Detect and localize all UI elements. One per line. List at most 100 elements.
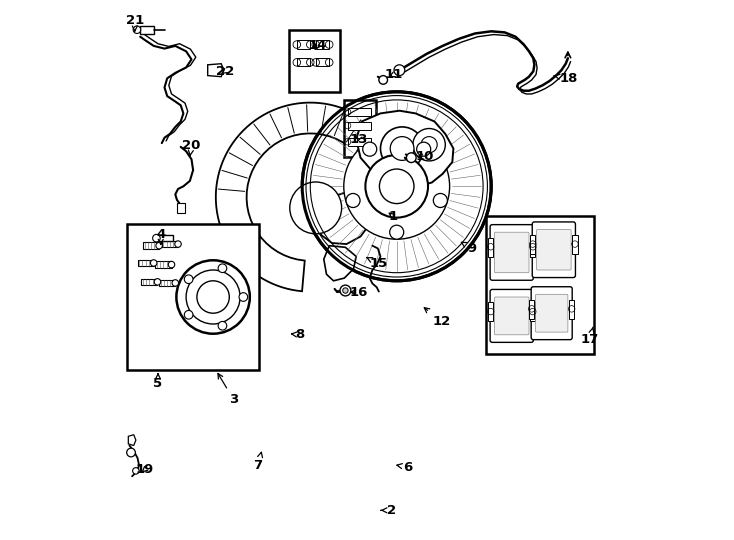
Circle shape <box>413 129 446 161</box>
Circle shape <box>184 310 193 319</box>
Bar <box>297 40 310 49</box>
FancyBboxPatch shape <box>495 232 529 273</box>
Bar <box>141 279 158 285</box>
Bar <box>486 216 594 354</box>
Polygon shape <box>216 103 401 291</box>
Polygon shape <box>128 435 136 446</box>
Bar <box>348 108 371 116</box>
Bar <box>127 224 259 370</box>
FancyBboxPatch shape <box>531 287 573 340</box>
Circle shape <box>379 76 388 84</box>
Text: 9: 9 <box>462 242 477 255</box>
Circle shape <box>363 142 377 156</box>
Bar <box>316 40 330 49</box>
Circle shape <box>390 137 414 160</box>
Circle shape <box>421 137 437 153</box>
Circle shape <box>346 193 360 207</box>
Bar <box>156 235 172 241</box>
Circle shape <box>176 260 250 334</box>
Text: 13: 13 <box>349 133 368 146</box>
FancyBboxPatch shape <box>490 289 534 342</box>
Circle shape <box>366 155 428 218</box>
Bar <box>530 235 536 254</box>
Bar <box>569 300 575 319</box>
Polygon shape <box>356 111 454 186</box>
Text: 10: 10 <box>415 150 434 163</box>
Text: 2: 2 <box>381 504 396 517</box>
Bar <box>344 100 376 157</box>
Circle shape <box>127 448 135 457</box>
Circle shape <box>184 275 193 284</box>
Bar <box>488 238 493 256</box>
Bar <box>297 58 310 66</box>
Circle shape <box>344 133 450 239</box>
Circle shape <box>153 234 160 242</box>
Text: 7: 7 <box>253 453 263 472</box>
Text: 5: 5 <box>153 374 163 390</box>
Polygon shape <box>208 64 224 77</box>
Bar <box>177 202 185 213</box>
Text: 15: 15 <box>367 257 388 270</box>
Circle shape <box>407 153 416 163</box>
Circle shape <box>290 182 341 234</box>
Circle shape <box>239 293 247 301</box>
Text: 19: 19 <box>135 463 153 476</box>
Circle shape <box>417 142 431 156</box>
Circle shape <box>156 242 162 249</box>
Circle shape <box>168 261 175 268</box>
Circle shape <box>218 321 227 330</box>
Text: 21: 21 <box>126 14 144 31</box>
Circle shape <box>133 468 139 474</box>
Circle shape <box>340 285 351 296</box>
Circle shape <box>197 281 229 313</box>
Text: 6: 6 <box>397 461 412 474</box>
Circle shape <box>380 127 424 170</box>
Circle shape <box>433 193 448 207</box>
Polygon shape <box>324 246 356 281</box>
FancyBboxPatch shape <box>537 230 571 270</box>
Text: 20: 20 <box>182 139 200 156</box>
Bar <box>161 241 178 247</box>
Circle shape <box>175 241 181 247</box>
Bar <box>573 235 578 254</box>
Text: 14: 14 <box>308 39 327 52</box>
FancyBboxPatch shape <box>532 222 575 278</box>
Circle shape <box>133 26 141 33</box>
Circle shape <box>343 288 348 293</box>
FancyBboxPatch shape <box>536 294 568 332</box>
Circle shape <box>154 279 161 285</box>
Text: 17: 17 <box>581 327 599 346</box>
Text: 16: 16 <box>349 286 368 299</box>
Bar <box>530 302 536 321</box>
Bar <box>529 300 534 319</box>
Circle shape <box>172 280 178 286</box>
Circle shape <box>390 225 404 239</box>
Text: 1: 1 <box>388 210 398 222</box>
Bar <box>140 26 153 34</box>
Circle shape <box>302 92 491 281</box>
Circle shape <box>150 260 157 266</box>
Bar <box>530 238 536 256</box>
Bar <box>348 138 371 146</box>
Bar <box>288 30 340 92</box>
Circle shape <box>394 65 404 76</box>
Bar <box>137 260 153 266</box>
Text: 11: 11 <box>385 68 403 81</box>
Bar <box>488 302 493 321</box>
Text: 8: 8 <box>291 328 304 341</box>
Circle shape <box>186 270 240 324</box>
Text: 12: 12 <box>424 308 451 328</box>
Text: 4: 4 <box>156 228 165 245</box>
Bar <box>316 58 330 66</box>
Bar <box>156 261 172 268</box>
Polygon shape <box>316 192 374 244</box>
FancyBboxPatch shape <box>495 297 529 335</box>
Text: 3: 3 <box>218 374 239 406</box>
Text: 18: 18 <box>553 72 578 85</box>
Text: 22: 22 <box>216 65 234 78</box>
Circle shape <box>379 169 414 204</box>
Bar <box>143 242 159 249</box>
Bar <box>348 122 371 130</box>
FancyBboxPatch shape <box>490 225 534 280</box>
Circle shape <box>218 264 227 273</box>
